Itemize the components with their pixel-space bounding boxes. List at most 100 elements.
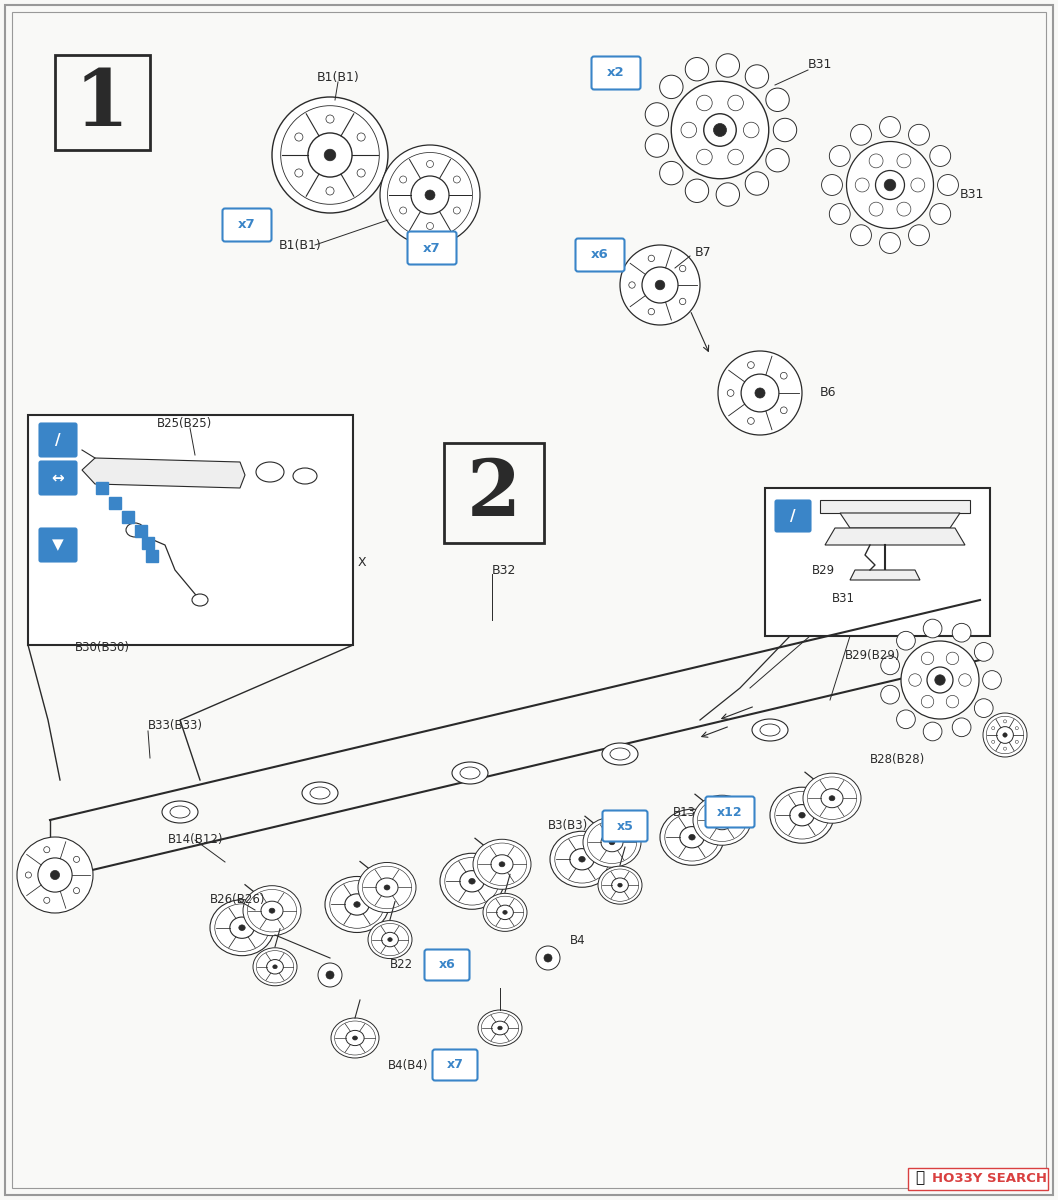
Ellipse shape [452, 762, 488, 784]
Circle shape [308, 133, 352, 178]
Circle shape [781, 407, 787, 414]
FancyBboxPatch shape [222, 209, 272, 241]
Circle shape [681, 122, 696, 138]
Circle shape [536, 946, 560, 970]
Circle shape [781, 372, 787, 379]
Circle shape [952, 623, 971, 642]
Circle shape [400, 206, 406, 214]
Text: 1: 1 [75, 66, 129, 142]
Ellipse shape [484, 893, 527, 931]
Circle shape [1003, 733, 1007, 737]
Ellipse shape [829, 796, 835, 800]
Text: ▼: ▼ [52, 538, 63, 552]
Circle shape [1016, 740, 1019, 743]
Circle shape [1016, 727, 1019, 730]
FancyBboxPatch shape [407, 232, 456, 264]
Text: B4(B4): B4(B4) [388, 1058, 428, 1072]
Circle shape [879, 116, 900, 138]
FancyBboxPatch shape [39, 528, 76, 562]
Ellipse shape [239, 925, 245, 930]
Text: ↔: ↔ [52, 470, 65, 486]
Text: B30(B30): B30(B30) [75, 642, 130, 654]
Ellipse shape [491, 854, 513, 874]
FancyBboxPatch shape [591, 56, 640, 90]
Circle shape [326, 115, 334, 124]
Polygon shape [83, 458, 245, 488]
Text: x6: x6 [439, 959, 455, 972]
Circle shape [645, 103, 669, 126]
Ellipse shape [358, 863, 416, 912]
Circle shape [659, 76, 683, 98]
Circle shape [645, 134, 669, 157]
Circle shape [745, 65, 768, 89]
Ellipse shape [460, 767, 480, 779]
Circle shape [713, 124, 727, 137]
Text: B22: B22 [390, 959, 413, 972]
Text: X: X [358, 557, 367, 570]
Circle shape [1003, 748, 1006, 750]
Ellipse shape [256, 462, 284, 482]
Circle shape [983, 713, 1027, 757]
Text: B1(B1): B1(B1) [278, 239, 322, 252]
Circle shape [909, 224, 929, 246]
Text: B7: B7 [695, 246, 712, 258]
Circle shape [1003, 720, 1006, 722]
Ellipse shape [689, 834, 695, 840]
Text: x5: x5 [617, 820, 634, 833]
Circle shape [880, 656, 899, 674]
Text: B31: B31 [960, 188, 984, 202]
Circle shape [991, 740, 995, 743]
Circle shape [829, 204, 851, 224]
Circle shape [991, 727, 995, 730]
Polygon shape [820, 500, 970, 514]
Ellipse shape [331, 1018, 379, 1058]
Bar [28, 415, 353, 646]
Ellipse shape [267, 960, 284, 974]
Ellipse shape [660, 809, 724, 865]
Ellipse shape [346, 1031, 364, 1045]
Circle shape [946, 695, 959, 708]
Ellipse shape [602, 743, 638, 766]
FancyBboxPatch shape [424, 949, 470, 980]
Ellipse shape [368, 920, 412, 959]
Text: B3(B3): B3(B3) [548, 820, 588, 833]
Ellipse shape [711, 811, 733, 829]
Circle shape [773, 119, 797, 142]
Circle shape [295, 133, 303, 142]
Circle shape [869, 154, 883, 168]
Circle shape [896, 710, 915, 728]
Circle shape [718, 350, 802, 434]
Circle shape [879, 233, 900, 253]
Circle shape [935, 674, 945, 685]
Ellipse shape [126, 523, 144, 538]
Circle shape [766, 149, 789, 172]
Ellipse shape [440, 853, 504, 910]
Ellipse shape [790, 804, 815, 826]
Text: B33(B33): B33(B33) [148, 720, 203, 732]
Circle shape [43, 898, 50, 904]
Text: B13: B13 [673, 805, 696, 818]
Ellipse shape [799, 812, 805, 818]
Ellipse shape [325, 876, 389, 932]
Circle shape [744, 122, 759, 138]
Text: x7: x7 [423, 241, 441, 254]
Text: B6: B6 [820, 386, 837, 400]
Ellipse shape [388, 937, 393, 942]
Circle shape [544, 954, 552, 962]
Circle shape [901, 641, 979, 719]
Circle shape [952, 718, 971, 737]
Ellipse shape [609, 840, 615, 845]
Ellipse shape [693, 796, 751, 845]
Circle shape [671, 82, 769, 179]
FancyBboxPatch shape [576, 239, 624, 271]
Ellipse shape [803, 773, 861, 823]
FancyBboxPatch shape [602, 810, 647, 841]
Circle shape [73, 888, 79, 894]
Ellipse shape [583, 817, 641, 868]
Circle shape [649, 256, 655, 262]
Ellipse shape [719, 817, 725, 823]
Ellipse shape [821, 788, 843, 808]
Circle shape [766, 88, 789, 112]
Text: B31: B31 [832, 592, 855, 605]
FancyBboxPatch shape [776, 500, 810, 532]
